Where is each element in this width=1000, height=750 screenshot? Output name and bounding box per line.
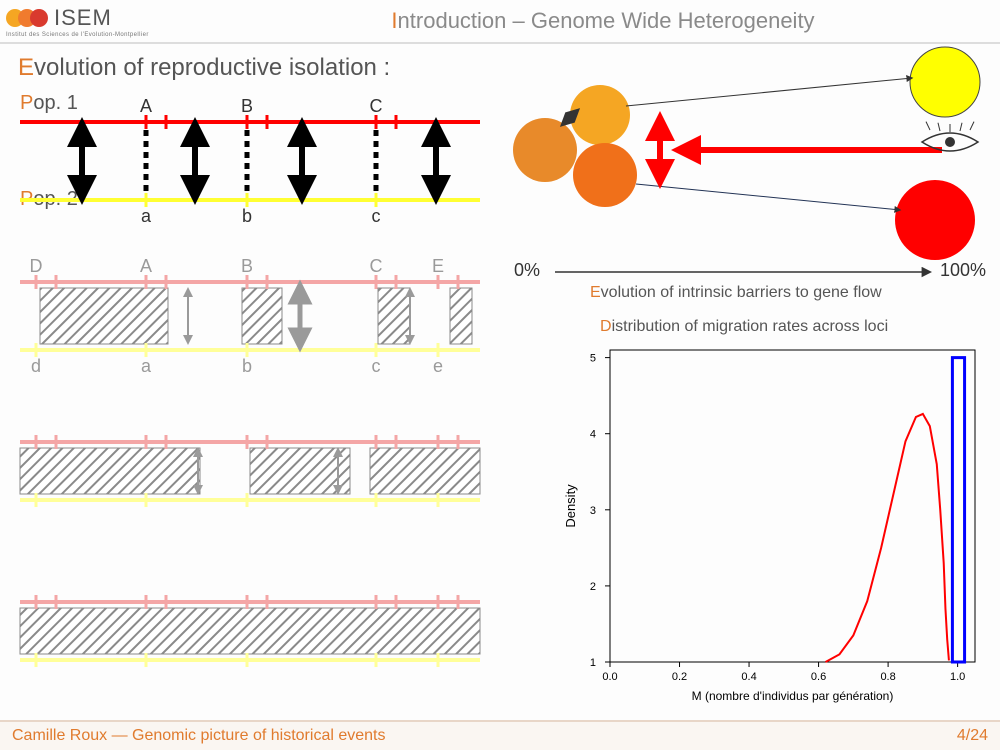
footer-page: 4/24 — [957, 727, 988, 745]
svg-text:A: A — [140, 256, 152, 276]
svg-text:A: A — [140, 96, 152, 116]
svg-text:B: B — [241, 96, 253, 116]
svg-text:1: 1 — [590, 657, 596, 669]
svg-text:b: b — [242, 356, 252, 376]
svg-text:b: b — [242, 206, 252, 226]
chart-title: Distribution of migration rates across l… — [600, 318, 888, 336]
axis-caption: Evolution of intrinsic barriers to gene … — [590, 284, 882, 302]
footer-author: Camille Roux — Genomic picture of histor… — [12, 727, 385, 745]
svg-text:0.2: 0.2 — [672, 671, 687, 683]
axis-right-label: 100% — [940, 260, 986, 281]
svg-text:E: E — [432, 256, 444, 276]
svg-text:Density: Density — [563, 484, 578, 528]
svg-text:e: e — [433, 356, 443, 376]
svg-text:B: B — [241, 256, 253, 276]
svg-text:4: 4 — [590, 429, 596, 441]
svg-text:c: c — [372, 206, 381, 226]
svg-text:a: a — [141, 356, 152, 376]
svg-text:a: a — [141, 206, 152, 226]
svg-text:5: 5 — [590, 353, 596, 365]
svg-text:1.0: 1.0 — [950, 671, 965, 683]
svg-text:2: 2 — [590, 581, 596, 593]
svg-text:0.0: 0.0 — [602, 671, 617, 683]
axis-left-label: 0% — [514, 260, 540, 281]
svg-text:M (nombre d'individus par géné: M (nombre d'individus par génération) — [692, 689, 894, 703]
svg-text:d: d — [31, 356, 41, 376]
svg-text:0.8: 0.8 — [880, 671, 895, 683]
svg-text:C: C — [370, 256, 383, 276]
svg-text:c: c — [372, 356, 381, 376]
svg-text:0.6: 0.6 — [811, 671, 826, 683]
svg-text:3: 3 — [590, 505, 596, 517]
footer: Camille Roux — Genomic picture of histor… — [0, 720, 1000, 750]
svg-text:C: C — [370, 96, 383, 116]
svg-text:D: D — [30, 256, 43, 276]
svg-text:0.4: 0.4 — [741, 671, 756, 683]
left-diagrams: A B Ca b c D A B C Ed a b c e — [0, 0, 500, 720]
